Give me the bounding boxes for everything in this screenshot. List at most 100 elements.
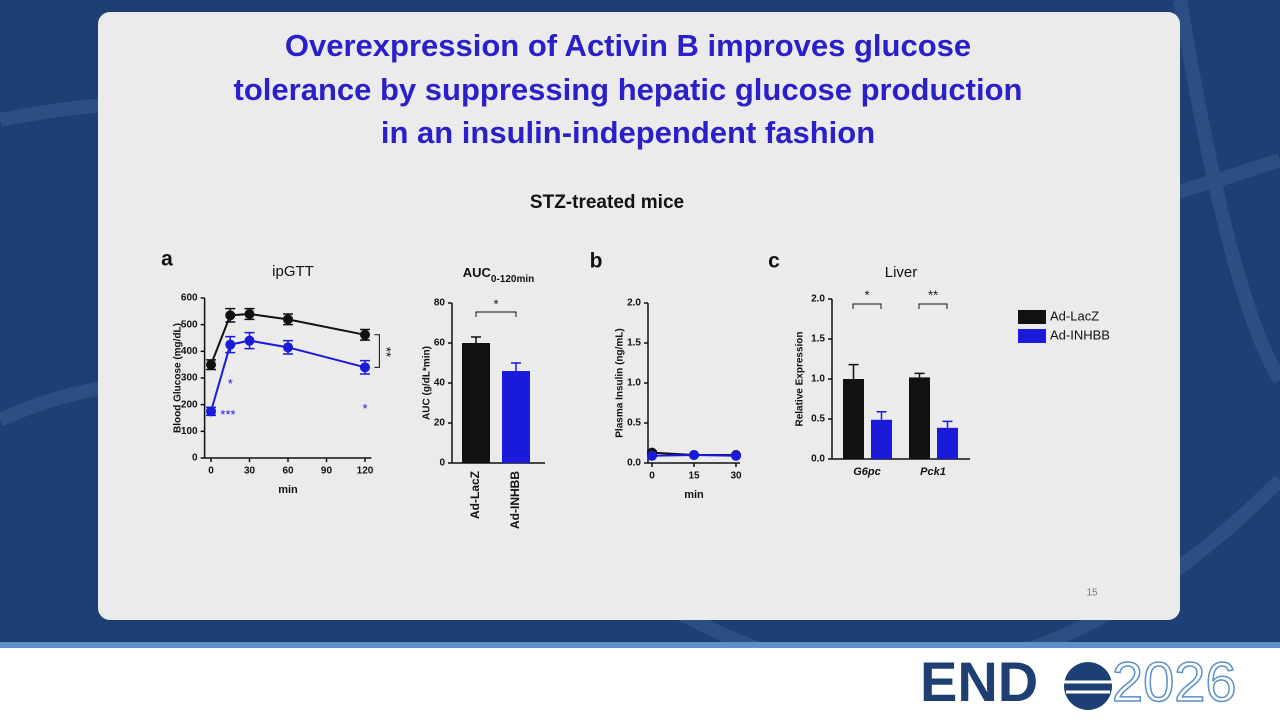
- significance-bracket: [918, 303, 948, 309]
- bar: [462, 343, 490, 463]
- y-tick-label: 20: [434, 418, 446, 429]
- error-bar: [848, 363, 859, 379]
- logo-globe-lines: [1064, 680, 1112, 694]
- slide-title: tolerance by suppressing hepatic glucose…: [234, 72, 1023, 107]
- data-point: [206, 359, 217, 370]
- significance-bracket: [475, 311, 517, 317]
- y-tick-label: 80: [434, 298, 446, 309]
- page-number: 15: [1086, 588, 1098, 599]
- x-axis-label: min: [684, 489, 704, 501]
- x-tick-label: 90: [321, 466, 333, 477]
- chart-title-text: Liver: [885, 264, 918, 281]
- data-point: [225, 310, 236, 321]
- error-bar: [914, 372, 925, 378]
- x-tick-label: 60: [282, 466, 294, 477]
- data-point: [283, 314, 293, 325]
- data-point: [731, 450, 741, 461]
- y-tick-label: 200: [181, 399, 198, 410]
- error-bar: [471, 336, 481, 343]
- bar: [909, 377, 930, 459]
- significance-label: ***: [220, 407, 235, 422]
- y-axis-label: Relative Expression: [795, 331, 806, 426]
- chart-title: ipGTT: [272, 263, 314, 280]
- x-tick-label: 0: [208, 466, 214, 477]
- y-tick-label: 0.0: [811, 454, 825, 465]
- y-tick-label: 2.0: [627, 298, 641, 309]
- data-point: [244, 335, 255, 346]
- error-bar: [942, 420, 953, 428]
- y-tick-label: 0: [439, 458, 445, 469]
- logo-year: 2026: [1112, 650, 1237, 713]
- y-tick-label: 500: [181, 319, 198, 330]
- slide-title: in an insulin-independent fashion: [381, 115, 875, 150]
- logo-text: END: [920, 650, 1038, 713]
- y-axis-label: Blood Glucose (mg/dL): [173, 323, 184, 433]
- chart-title-subscript: 0-120min: [491, 274, 534, 285]
- error-bar: [511, 362, 521, 371]
- y-axis-label: AUC (g/dL*min): [422, 346, 433, 420]
- y-tick-label: 400: [181, 346, 198, 357]
- significance-label: *: [362, 401, 367, 416]
- x-tick-label: Pck1: [920, 466, 946, 478]
- data-point: [359, 329, 370, 340]
- x-tick-label: 15: [688, 471, 700, 482]
- significance-label: *: [864, 287, 869, 302]
- x-tick-label: Ad-LacZ: [468, 471, 482, 519]
- data-point: [206, 406, 217, 417]
- data-point: [283, 342, 293, 353]
- chart-title-text: AUC: [463, 265, 492, 280]
- y-tick-label: 1.0: [627, 378, 641, 389]
- bar: [843, 379, 864, 459]
- y-tick-label: 600: [181, 293, 198, 304]
- logo-globe: [1064, 662, 1112, 710]
- x-tick-label: Ad-INHBB: [508, 471, 522, 529]
- significance-label: **: [928, 287, 938, 302]
- x-tick-label: 120: [357, 466, 374, 477]
- bar: [871, 419, 892, 459]
- data-point: [244, 309, 255, 319]
- y-tick-label: 1.0: [811, 374, 825, 385]
- panel-letter: a: [161, 248, 173, 271]
- data-point: [689, 450, 699, 460]
- x-axis-label: min: [278, 484, 298, 496]
- significance-label: **: [379, 347, 394, 357]
- y-tick-label: 60: [434, 338, 446, 349]
- legend-label: Ad-LacZ: [1050, 308, 1099, 323]
- chart-title: Liver: [885, 264, 918, 281]
- panel-letter: b: [590, 250, 603, 273]
- subtitle: STZ-treated mice: [530, 192, 684, 213]
- y-tick-label: 1.5: [811, 334, 825, 345]
- y-tick-label: 0.0: [627, 458, 641, 469]
- slide-title: Overexpression of Activin B improves glu…: [285, 28, 971, 63]
- x-tick-label: 30: [730, 471, 742, 482]
- data-point: [359, 362, 370, 373]
- legend-label: Ad-INHBB: [1050, 327, 1110, 342]
- data-point: [647, 450, 657, 461]
- footer-line: [0, 642, 1280, 648]
- y-tick-label: 0: [192, 453, 198, 464]
- legend-swatch: [1018, 329, 1046, 343]
- bar: [937, 427, 958, 459]
- y-tick-label: 0.5: [627, 418, 641, 429]
- chart-title: AUC0-120min: [463, 265, 535, 284]
- significance-label: *: [228, 376, 233, 391]
- x-tick-label: 0: [649, 471, 655, 482]
- data-point: [225, 339, 236, 350]
- significance-label: *: [493, 296, 498, 311]
- y-tick-label: 40: [434, 378, 446, 389]
- y-tick-label: 0.5: [811, 414, 825, 425]
- significance-bracket: [852, 303, 882, 309]
- chart-title-text: ipGTT: [272, 263, 314, 280]
- y-tick-label: 2.0: [811, 294, 825, 305]
- slide-panel: [98, 12, 1180, 620]
- x-tick-label: 30: [244, 466, 256, 477]
- x-tick-label: G6pc: [853, 466, 881, 478]
- error-bar: [876, 411, 887, 420]
- significance-bracket: [374, 334, 380, 368]
- y-tick-label: 100: [181, 426, 198, 437]
- bar: [502, 371, 530, 463]
- y-tick-label: 1.5: [627, 338, 641, 349]
- y-tick-label: 300: [181, 373, 198, 384]
- panel-letter: c: [768, 250, 780, 273]
